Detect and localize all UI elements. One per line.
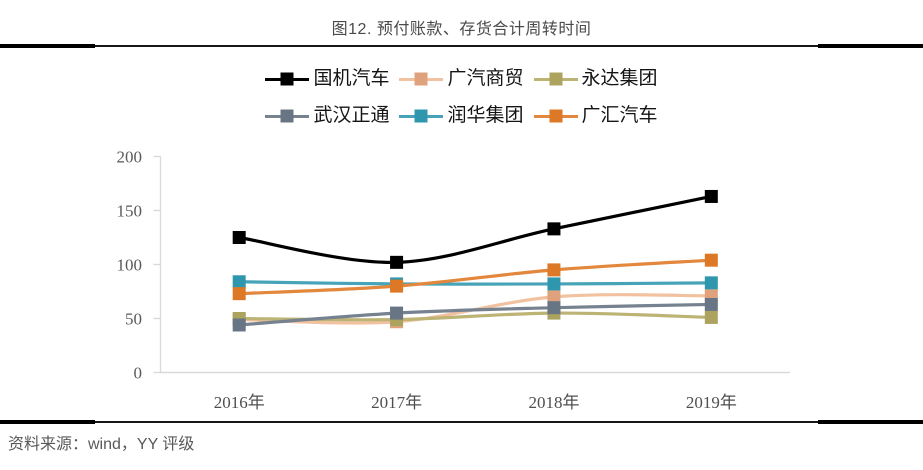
x-axis-label: 2016年: [214, 393, 265, 412]
series-marker-广汇汽车: [704, 253, 718, 267]
legend-item: 国机汽车: [265, 69, 389, 89]
y-axis-label: 100: [117, 256, 143, 275]
bottom-divider-thin-line: [0, 421, 923, 423]
series-marker-国机汽车: [547, 222, 561, 236]
legend-row: 武汉正通 润华集团 广汇汽车: [265, 105, 658, 126]
legend-label: 国机汽车: [313, 68, 390, 89]
bottom-divider-thick-left-segment: [0, 420, 95, 424]
bottom-divider: [0, 420, 923, 424]
top-divider-thin-line: [0, 45, 923, 47]
legend-line-marker-icon: [265, 109, 310, 123]
series-marker-国机汽车: [390, 255, 404, 269]
y-axis-label: 0: [134, 364, 143, 383]
series-marker-润华集团: [547, 277, 561, 291]
legend-item: 永达集团: [533, 68, 658, 89]
bottom-divider-thick-right-segment: [818, 420, 923, 424]
legend-item: 润华集团: [399, 105, 524, 126]
legend-square-icon: [280, 72, 294, 86]
legend-square-icon: [414, 109, 428, 123]
series-marker-广汇汽车: [547, 263, 561, 277]
y-axis-label: 50: [125, 310, 142, 329]
legend-item: 广汇汽车: [533, 105, 658, 126]
series-line-广汇汽车: [237, 258, 713, 296]
legend-label: 润华集团: [447, 105, 524, 126]
x-axis-label: 2017年: [371, 393, 422, 412]
legend-row: 国机汽车 广汽商贸 永达集团: [265, 68, 658, 89]
legend-item: 广汽商贸: [399, 68, 524, 89]
legend-label: 武汉正通: [313, 105, 390, 126]
series-line-润华集团: [237, 280, 713, 286]
series-marker-武汉正通: [547, 301, 561, 315]
chart-legend: 国机汽车 广汽商贸 永达集团武汉正通 润华集团 广汇汽车: [0, 69, 923, 126]
legend-label: 广汇汽车: [581, 105, 658, 126]
series-marker-武汉正通: [390, 306, 404, 320]
series-marker-国机汽车: [232, 231, 246, 244]
series-marker-广汽商贸: [547, 290, 561, 304]
top-divider-thick-left-segment: [0, 44, 95, 48]
y-axis-label: 150: [117, 202, 143, 221]
series-marker-润华集团: [232, 275, 246, 289]
series-marker-广汇汽车: [390, 279, 404, 293]
legend-square-icon: [280, 109, 294, 123]
legend-square-icon: [549, 109, 562, 123]
series-marker-永达集团: [704, 310, 718, 324]
series-line-武汉正通: [237, 302, 713, 327]
legend-square-icon: [549, 72, 562, 86]
legend-line-marker-icon: [533, 109, 578, 123]
series-line-国机汽车: [237, 194, 713, 264]
legend-line-marker-icon: [399, 109, 444, 123]
top-divider: [0, 44, 923, 48]
data-source-note: 资料来源：wind，YY 评级: [8, 436, 195, 453]
legend-line-marker-icon: [265, 72, 310, 86]
x-axis-label: 2019年: [686, 393, 737, 412]
series-marker-武汉正通: [704, 297, 718, 311]
legend-line-marker-icon: [399, 72, 444, 86]
series-marker-润华集团: [704, 276, 718, 290]
legend-label: 广汽商贸: [447, 68, 524, 89]
y-axis-label: 200: [117, 148, 143, 167]
legend-item: 武汉正通: [265, 106, 389, 126]
legend-label: 永达集团: [581, 68, 658, 89]
series-marker-国机汽车: [704, 189, 718, 203]
legend-line-marker-icon: [533, 72, 578, 86]
legend-square-icon: [414, 72, 428, 86]
series-marker-广汇汽车: [232, 287, 246, 301]
series-marker-武汉正通: [232, 318, 246, 332]
top-divider-thick-right-segment: [818, 44, 923, 48]
x-axis-label: 2018年: [528, 393, 579, 412]
figure-title: 图12. 预付账款、存货合计周转时间: [331, 21, 592, 38]
